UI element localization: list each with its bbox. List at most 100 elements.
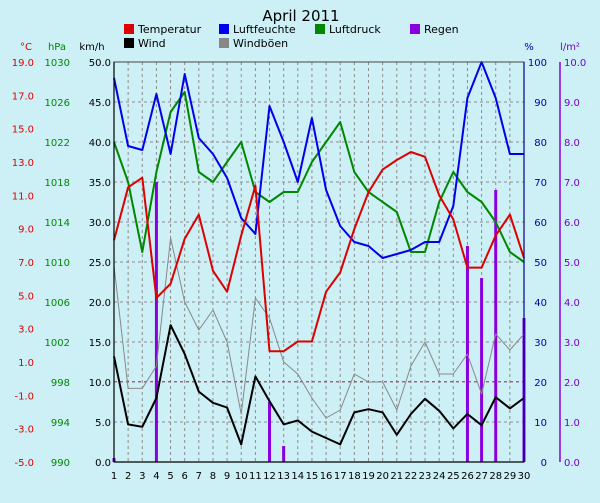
x-tick-label: 23 (419, 471, 432, 482)
temperature-tick-label: -3.0 (14, 425, 34, 436)
series-lines (113, 61, 525, 446)
legend-label: Temperatur (137, 23, 202, 36)
wind-tick-label: 50.0 (89, 58, 111, 69)
rain-bar (494, 190, 498, 462)
wind-tick-label: 20.0 (89, 298, 111, 309)
legend-swatch (219, 24, 229, 34)
pressure-tick-label: 1022 (45, 138, 70, 149)
pressure-tick-label: 990 (51, 458, 70, 469)
wind-tick-label: 0.0 (95, 458, 111, 469)
x-tick-label: 25 (447, 471, 460, 482)
x-tick-label: 10 (235, 471, 248, 482)
humidity-tick-label: 60 (534, 218, 547, 229)
x-tick-label: 9 (224, 471, 230, 482)
legend-label: Luftdruck (329, 23, 381, 36)
legend-label: Wind (138, 37, 166, 50)
wind-tick-label: 15.0 (89, 338, 111, 349)
x-tick-label: 6 (182, 471, 188, 482)
x-tick-label: 26 (461, 471, 474, 482)
humidity-tick-label: 50 (534, 258, 547, 269)
x-tick-label: 15 (306, 471, 319, 482)
x-tick-label: 22 (405, 471, 418, 482)
rain-tick-label: 8.0 (564, 138, 580, 149)
x-tick-label: 11 (249, 471, 262, 482)
humidity-tick-label: 100 (528, 58, 547, 69)
wind-axis-header: km/h (79, 42, 104, 53)
temperature-tick-label: 1.0 (18, 358, 34, 369)
x-tick-label: 20 (376, 471, 389, 482)
temperature-tick-label: 3.0 (18, 325, 34, 336)
x-tick-label: 24 (433, 471, 446, 482)
rain-tick-label: 3.0 (564, 338, 580, 349)
temperature-tick-label: 7.0 (18, 258, 34, 269)
series-line-luftfeuchte (113, 61, 524, 259)
x-tick-label: 8 (210, 471, 216, 482)
rain-tick-label: 9.0 (564, 98, 580, 109)
pressure-tick-label: 1030 (45, 58, 70, 69)
humidity-tick-label: 40 (534, 298, 547, 309)
rain-tick-label: 0.0 (564, 458, 580, 469)
pressure-tick-label: 994 (51, 418, 70, 429)
temperature-tick-label: 11.0 (12, 191, 34, 202)
wind-tick-label: 35.0 (89, 178, 111, 189)
humidity-tick-label: 90 (534, 98, 547, 109)
rain-axis-header: l/m² (560, 42, 580, 53)
humidity-tick-label: 70 (534, 178, 547, 189)
temperature-axis-header: °C (20, 42, 32, 53)
humidity-tick-label: 10 (534, 418, 547, 429)
x-tick-label: 17 (334, 471, 347, 482)
humidity-tick-label: 80 (534, 138, 547, 149)
rain-bar (268, 402, 272, 462)
series-line-temperatur (113, 151, 525, 353)
wind-tick-label: 40.0 (89, 138, 111, 149)
legend-swatch (219, 38, 229, 48)
wind-tick-label: 25.0 (89, 258, 111, 269)
rain-bar (282, 446, 286, 462)
series-line-windböen (113, 237, 525, 419)
rain-tick-label: 1.0 (564, 418, 580, 429)
rain-tick-label: 6.0 (564, 218, 580, 229)
legend-swatch (124, 24, 134, 34)
x-tick-label: 18 (348, 471, 361, 482)
legend-swatch (124, 38, 134, 48)
series-line-wind (113, 324, 525, 446)
humidity-tick-label: 30 (534, 338, 547, 349)
temperature-tick-label: 15.0 (12, 125, 34, 136)
temperature-tick-label: 19.0 (12, 58, 34, 69)
legend-swatch (410, 24, 420, 34)
rain-tick-label: 4.0 (564, 298, 580, 309)
x-tick-label: 14 (291, 471, 304, 482)
pressure-tick-label: 1026 (45, 98, 70, 109)
x-tick-label: 30 (518, 471, 531, 482)
legend-swatch (315, 24, 325, 34)
plot-frame (113, 61, 561, 463)
pressure-tick-label: 1018 (45, 178, 70, 189)
x-tick-label: 28 (489, 471, 502, 482)
wind-tick-label: 10.0 (89, 378, 111, 389)
temperature-tick-label: 13.0 (12, 158, 34, 169)
rain-tick-label: 5.0 (564, 258, 580, 269)
x-tick-label: 4 (153, 471, 159, 482)
x-tick-label: 16 (320, 471, 333, 482)
wind-tick-label: 5.0 (95, 418, 111, 429)
x-tick-label: 21 (390, 471, 403, 482)
pressure-tick-label: 1010 (45, 258, 70, 269)
x-tick-label: 5 (167, 471, 173, 482)
wind-tick-label: 30.0 (89, 218, 111, 229)
x-tick-label: 29 (503, 471, 516, 482)
wind-tick-label: 45.0 (89, 98, 111, 109)
x-tick-label: 13 (277, 471, 290, 482)
legend-label: Regen (424, 23, 459, 36)
temperature-tick-label: 5.0 (18, 291, 34, 302)
pressure-tick-label: 998 (51, 378, 70, 389)
rain-bar (480, 278, 484, 462)
legend: Temperatur Luftfeuchte Luftdruck Regen Wind W… (124, 23, 459, 50)
pressure-axis-header: hPa (48, 42, 66, 53)
x-tick-label: 1 (111, 471, 117, 482)
pressure-tick-label: 1002 (45, 338, 70, 349)
humidity-tick-label: 20 (534, 378, 547, 389)
rain-tick-label: 10.0 (564, 58, 586, 69)
temperature-tick-label: 17.0 (12, 91, 34, 102)
